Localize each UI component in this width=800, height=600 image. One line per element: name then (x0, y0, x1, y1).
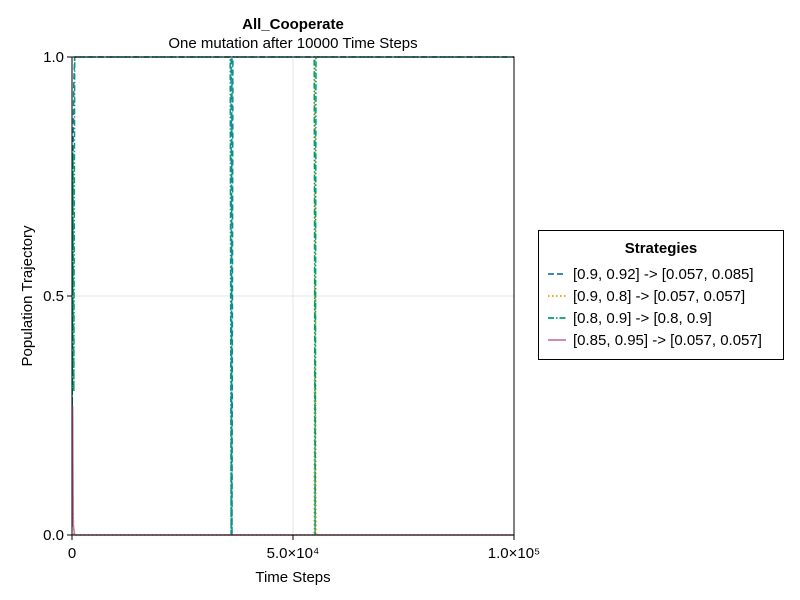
legend-label: [0.9, 0.92] -> [0.057, 0.085] (573, 265, 754, 283)
legend-swatch (548, 273, 566, 275)
chart-subtitle: One mutation after 10000 Time Steps (168, 35, 418, 52)
legend-label: [0.9, 0.8] -> [0.057, 0.057] (573, 287, 746, 305)
legend-swatch (548, 339, 566, 341)
legend-item-3: [0.8, 0.9] -> [0.8, 0.9] (539, 307, 783, 329)
x-tick-label: 1.0×10⁵ (488, 545, 541, 562)
legend-item-2: [0.9, 0.8] -> [0.057, 0.057] (539, 285, 783, 307)
y-tick-label: 0.0 (43, 527, 64, 544)
legend-item-4: [0.85, 0.95] -> [0.057, 0.057] (539, 329, 783, 351)
legend-label: [0.85, 0.95] -> [0.057, 0.057] (573, 331, 762, 349)
legend-item-1: [0.9, 0.92] -> [0.057, 0.085] (539, 263, 783, 285)
y-tick-label: 1.0 (43, 49, 64, 66)
chart-title: All_Cooperate (242, 16, 344, 33)
y-axis-label: Population Trajectory (19, 225, 36, 366)
x-tick-label: 5.0×10⁴ (267, 545, 320, 562)
legend: Strategies [0.9, 0.92] -> [0.057, 0.085]… (538, 230, 784, 360)
y-tick-label: 0.5 (43, 288, 64, 305)
legend-swatch (548, 317, 566, 319)
x-axis-label: Time Steps (255, 569, 330, 586)
legend-swatch (548, 295, 566, 297)
legend-label: [0.8, 0.9] -> [0.8, 0.9] (573, 309, 712, 327)
legend-title: Strategies (624, 240, 698, 257)
x-tick-label: 0 (68, 545, 76, 562)
